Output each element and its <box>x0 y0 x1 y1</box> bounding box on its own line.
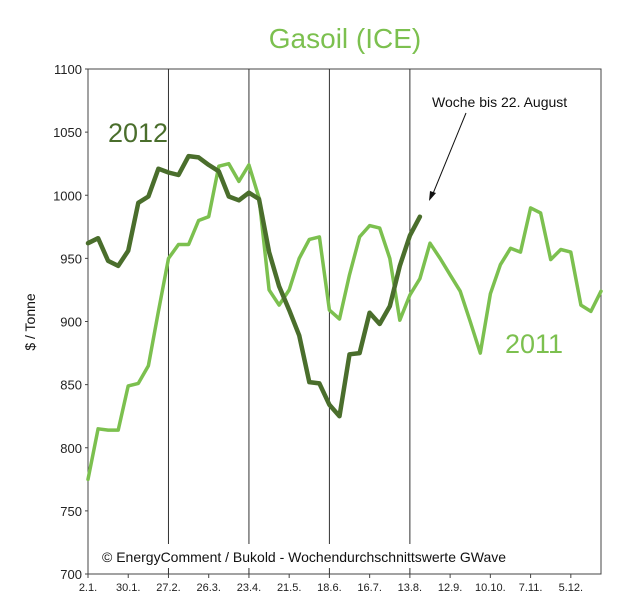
x-tick-label: 16.7. <box>357 582 381 594</box>
x-tick-label: 18.6. <box>317 582 341 594</box>
x-tick-label: 27.2. <box>156 582 180 594</box>
week-annotation: Woche bis 22. August <box>432 94 567 110</box>
x-tick-label: 23.4. <box>237 582 261 594</box>
y-tick-label: 1100 <box>54 62 82 77</box>
x-tick-label: 13.8. <box>398 582 422 594</box>
credit-text: © EnergyComment / Bukold - Wochendurchsc… <box>102 549 506 565</box>
credit-background <box>96 544 594 568</box>
series-line-2012 <box>85 153 423 419</box>
x-tick-label: 5.12. <box>559 582 583 594</box>
y-axis-label: $ / Tonne <box>22 293 38 351</box>
series-label-2012: 2012 <box>108 118 168 148</box>
y-tick-label: 750 <box>60 504 82 519</box>
annotation-arrow-line <box>431 112 467 197</box>
x-axis-ticks: 2.1. 30.1. 27.2. 26.3. 23.4. 21.5. 18.6. 16.7. 1… <box>79 574 583 594</box>
chart-title: Gasoil (ICE) <box>269 23 421 54</box>
y-tick-label: 1000 <box>53 188 82 203</box>
series-label-2011: 2011 <box>505 329 563 359</box>
y-tick-label: 1050 <box>53 125 82 140</box>
x-tick-label: 30.1. <box>116 582 140 594</box>
x-tick-label: 2.1. <box>79 582 97 594</box>
series-line-2011 <box>86 161 603 482</box>
y-axis-ticks: 700 750 800 850 900 950 1000 1050 1100 <box>53 62 88 582</box>
y-tick-label: 950 <box>60 251 82 266</box>
x-tick-label: 7.11. <box>519 582 543 594</box>
y-tick-label: 800 <box>60 441 82 456</box>
y-tick-label: 700 <box>60 567 82 582</box>
y-tick-label: 850 <box>60 378 82 393</box>
y-tick-label: 900 <box>60 315 82 330</box>
annotation-arrow-head <box>429 191 436 201</box>
vertical-gridlines <box>167 69 411 574</box>
x-tick-label: 21.5. <box>277 582 301 594</box>
x-tick-label: 10.10. <box>475 582 506 594</box>
series-layer <box>85 153 603 482</box>
x-tick-label: 26.3. <box>196 582 220 594</box>
x-tick-label: 12.9. <box>438 582 462 594</box>
